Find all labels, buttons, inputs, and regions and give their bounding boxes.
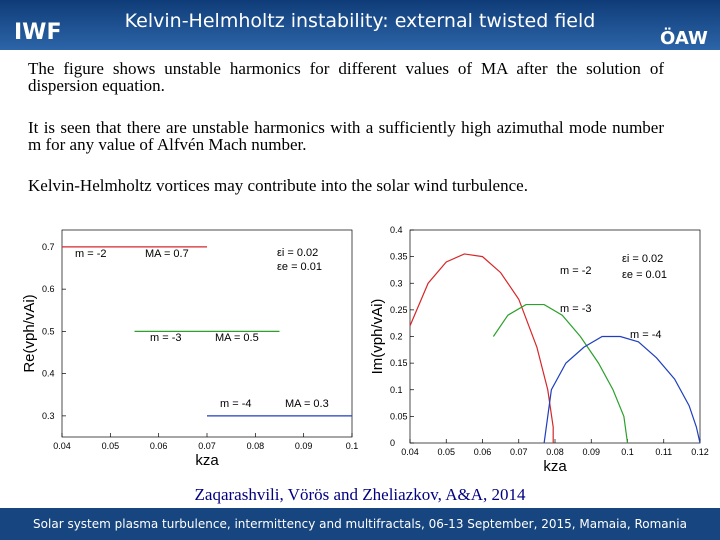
x-tick-label: 0.07 bbox=[198, 441, 216, 451]
y-tick-label: 0.5 bbox=[42, 326, 55, 336]
footer: Solar system plasma turbulence, intermit… bbox=[0, 508, 720, 540]
paragraph: The figure shows unstable harmonics for … bbox=[28, 59, 664, 95]
logo-right: ÖAW bbox=[660, 28, 708, 49]
x-tick-label: 0.11 bbox=[655, 447, 672, 457]
annotation: εe = 0.01 bbox=[622, 269, 667, 281]
annotation: MA = 0.3 bbox=[285, 398, 329, 410]
annotation: m = -4 bbox=[220, 398, 251, 410]
x-tick-label: 0.06 bbox=[150, 441, 168, 451]
x-tick-label: 0.09 bbox=[295, 441, 313, 451]
x-tick-label: 0.05 bbox=[437, 447, 455, 457]
paragraph: It is seen that there are unstable harmo… bbox=[28, 118, 664, 154]
series-line bbox=[492, 303, 629, 444]
x-tick-label: 0.09 bbox=[582, 447, 600, 457]
annotation: m = -2 bbox=[75, 248, 106, 260]
x-tick-label: 0.1 bbox=[346, 441, 359, 451]
citation: Zaqarashvili, Vörös and Zheliazkov, A&A,… bbox=[194, 485, 526, 504]
annotation: εe = 0.01 bbox=[277, 261, 322, 273]
y-tick-label: 0.1 bbox=[390, 385, 403, 395]
annotation: m = -3 bbox=[560, 303, 591, 315]
series-line bbox=[409, 253, 554, 443]
annotation: εi = 0.02 bbox=[622, 253, 663, 265]
x-tick-label: 0.05 bbox=[102, 441, 120, 451]
x-tick-label: 0.08 bbox=[247, 441, 265, 451]
annotation: m = -2 bbox=[560, 265, 591, 277]
y-tick-label: 0.4 bbox=[42, 369, 55, 379]
x-tick-label: 0.1 bbox=[621, 447, 634, 457]
x-tick-label: 0.12 bbox=[691, 447, 709, 457]
y-axis-label: Re(vph/vAi) bbox=[21, 294, 38, 372]
header-bar bbox=[0, 0, 720, 50]
y-tick-label: 0.7 bbox=[42, 242, 55, 252]
x-tick-label: 0.04 bbox=[401, 447, 419, 457]
logo-left: IWF bbox=[14, 20, 62, 45]
y-tick-label: 0.05 bbox=[390, 411, 408, 421]
annotation: m = -4 bbox=[630, 329, 661, 341]
x-tick-label: 0.04 bbox=[53, 441, 71, 451]
y-tick-label: 0.35 bbox=[390, 252, 408, 262]
x-axis-label: kza bbox=[543, 458, 567, 475]
x-tick-label: 0.06 bbox=[474, 447, 492, 457]
x-tick-label: 0.07 bbox=[510, 447, 528, 457]
y-tick-label: 0.3 bbox=[42, 411, 55, 421]
annotation: m = -3 bbox=[150, 332, 181, 344]
y-tick-label: 0.15 bbox=[390, 358, 408, 368]
annotation: εi = 0.02 bbox=[277, 247, 318, 259]
y-tick-label: 0.25 bbox=[390, 305, 408, 315]
y-tick-label: 0.2 bbox=[390, 332, 403, 342]
y-tick-label: 0.3 bbox=[390, 278, 403, 288]
series-line bbox=[543, 335, 701, 444]
x-tick-label: 0.08 bbox=[546, 447, 564, 457]
y-tick-label: 0.4 bbox=[390, 225, 403, 235]
y-axis-label: Im(vph/vAi) bbox=[369, 299, 386, 375]
paragraph: Kelvin-Helmholtz vortices may contribute… bbox=[28, 176, 528, 195]
y-tick-label: 0 bbox=[390, 438, 395, 448]
annotation: MA = 0.5 bbox=[215, 332, 259, 344]
annotation: MA = 0.7 bbox=[145, 248, 189, 260]
slide-title: Kelvin-Helmholtz instability: external t… bbox=[124, 10, 596, 32]
y-tick-label: 0.6 bbox=[42, 284, 55, 294]
x-axis-label: kza bbox=[195, 452, 219, 469]
